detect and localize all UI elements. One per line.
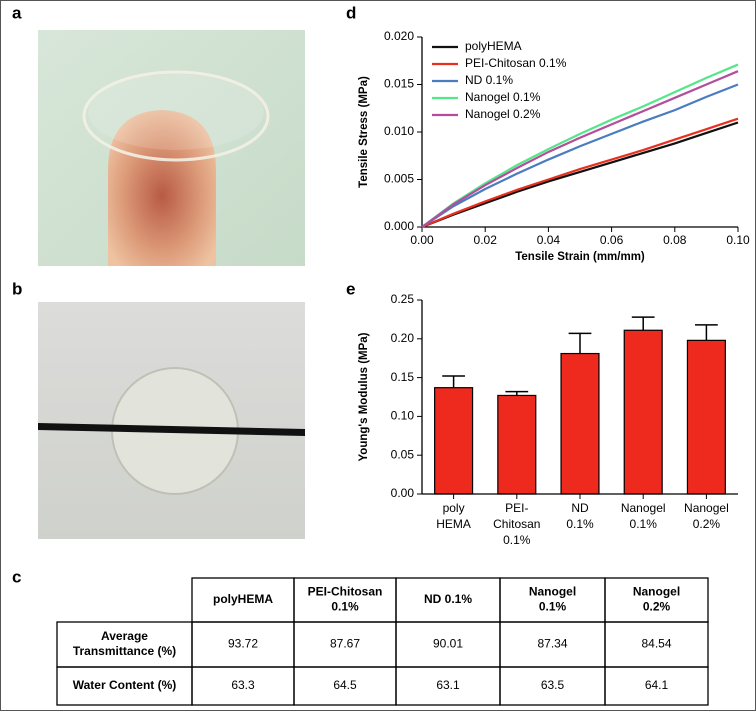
x-tick-label: poly: [443, 501, 465, 515]
x-tick-label: 0.1%: [566, 517, 594, 531]
photo-b: [38, 302, 305, 539]
x-tick-label: 0.1%: [630, 517, 658, 531]
x-tick-label: 0.08: [663, 233, 687, 247]
panel-label: b: [12, 279, 22, 298]
table-value: 63.1: [436, 678, 460, 692]
table-text: Transmittance (%): [73, 644, 176, 658]
bar: [560, 352, 600, 495]
y-axis-title: Tensile Stress (MPa): [358, 76, 370, 188]
y-tick-label: 0.10: [391, 409, 415, 423]
table-text: Average: [101, 629, 148, 643]
table-value: 63.5: [541, 678, 565, 692]
panel-label: d: [346, 3, 356, 22]
x-tick-label: PEI-: [505, 501, 528, 515]
legend-label: Nanogel 0.2%: [465, 107, 541, 121]
y-tick-label: 0.05: [391, 447, 415, 461]
table-text: 0.2%: [643, 600, 671, 614]
table-value: 90.01: [433, 637, 463, 651]
bar: [686, 339, 726, 495]
panel-label: a: [12, 3, 22, 22]
table-text: Nanogel: [529, 585, 576, 599]
table-value: 87.34: [537, 637, 567, 651]
table-value: 64.1: [645, 678, 669, 692]
y-tick-label: 0.20: [391, 331, 415, 345]
panel-label: c: [12, 567, 21, 586]
bar: [434, 387, 474, 495]
table-value: 84.54: [641, 637, 671, 651]
table-value: 87.67: [330, 637, 360, 651]
table-value: 93.72: [228, 637, 258, 651]
table-text: 0.1%: [539, 600, 567, 614]
data-line: [421, 121, 739, 229]
table-cell: [604, 666, 709, 706]
y-tick-label: 0.015: [384, 77, 414, 91]
panel-label: e: [346, 279, 355, 298]
x-tick-label: 0.04: [537, 233, 561, 247]
x-tick-label: Nanogel: [684, 501, 729, 515]
x-tick-label: 0.02: [474, 233, 498, 247]
table-text: 0.1%: [331, 600, 359, 614]
y-tick-label: 0.25: [391, 292, 415, 306]
data-line: [421, 63, 739, 228]
y-tick-label: 0.020: [384, 29, 414, 43]
x-tick-label: 0.06: [600, 233, 624, 247]
data-line: [421, 70, 739, 228]
table-text: PEI-Chitosan: [308, 585, 383, 599]
legend-label: Nanogel 0.1%: [465, 90, 541, 104]
table-value: 63.3: [231, 678, 255, 692]
x-tick-label: 0.2%: [693, 517, 721, 531]
legend-label: PEI-Chitosan 0.1%: [465, 56, 567, 70]
y-axis-title: Young's Modulus (MPa): [358, 332, 370, 461]
photo-a: [38, 30, 305, 266]
y-tick-label: 0.15: [391, 370, 415, 384]
bar: [623, 329, 663, 495]
y-tick-label: 0.00: [391, 486, 415, 500]
x-tick-label: 0.10: [726, 233, 750, 247]
table-text: Nanogel: [633, 585, 680, 599]
x-tick-label: 0.1%: [503, 533, 531, 547]
table-value: 64.5: [333, 678, 357, 692]
x-tick-label: HEMA: [436, 517, 471, 531]
x-tick-label: ND: [571, 501, 589, 515]
y-tick-label: 0.010: [384, 124, 414, 138]
x-axis-title: Tensile Strain (mm/mm): [515, 251, 645, 263]
data-line: [421, 83, 739, 228]
data-line: [421, 117, 739, 229]
table-text: Water Content (%): [73, 678, 177, 692]
table-text: polyHEMA: [213, 592, 273, 606]
y-tick-label: 0.005: [384, 172, 414, 186]
legend-label: ND 0.1%: [465, 73, 513, 87]
bar: [497, 394, 537, 495]
x-tick-label: 0.00: [410, 233, 434, 247]
table-text: ND 0.1%: [424, 592, 472, 606]
y-tick-label: 0.000: [384, 219, 414, 233]
legend-label: polyHEMA: [465, 39, 522, 53]
x-tick-label: Chitosan: [493, 517, 540, 531]
x-tick-label: Nanogel: [621, 501, 666, 515]
